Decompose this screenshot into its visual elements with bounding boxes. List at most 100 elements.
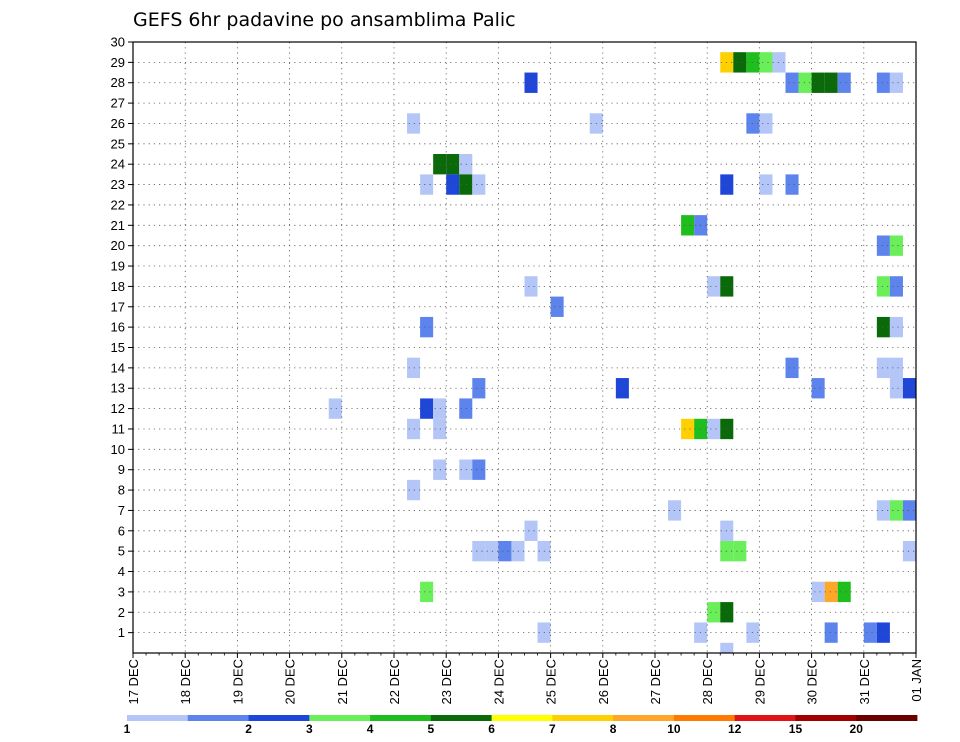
cell-3 xyxy=(759,52,773,73)
y-tick-label-18: 18 xyxy=(111,279,125,294)
cell-49 xyxy=(902,378,916,399)
cell-5 xyxy=(524,72,538,93)
cell-50 xyxy=(328,398,342,419)
y-tick-label-7: 7 xyxy=(118,503,125,518)
x-tick-label-4: 21 DEC xyxy=(335,659,350,705)
y-tick-label-3: 3 xyxy=(118,584,125,599)
cell-67 xyxy=(902,500,916,521)
y-tick-label-26: 26 xyxy=(111,116,125,131)
cell-18 xyxy=(446,154,460,175)
colorbar-swatch-11 xyxy=(795,715,857,721)
cell-16 xyxy=(759,113,773,134)
colorbar-label-2: 2 xyxy=(245,722,252,736)
colorbar-swatch-1 xyxy=(187,715,249,721)
cell-43 xyxy=(876,357,890,379)
cell-93 xyxy=(720,642,734,653)
x-tick-label-8: 25 DEC xyxy=(544,659,559,705)
cell-66 xyxy=(889,500,903,521)
cell-78 xyxy=(902,540,916,562)
chart-title: GEFS 6hr padavine po ansamblima Palic xyxy=(133,9,516,31)
x-tick-label-13: 30 DEC xyxy=(805,659,820,705)
cell-63 xyxy=(407,479,421,501)
y-tick-label-20: 20 xyxy=(111,238,125,253)
y-tick-label-27: 27 xyxy=(111,96,125,111)
colorbar-swatch-5 xyxy=(430,715,493,721)
cell-89 xyxy=(824,622,838,643)
cell-55 xyxy=(433,418,447,440)
cell-48 xyxy=(889,378,903,399)
colorbar-swatch-9 xyxy=(673,715,736,721)
colorbar-swatch-4 xyxy=(370,715,432,721)
x-ticks-layer: 17 DEC 18 DEC 19 DEC 20 DEC 21 DEC 22 DEC 23 D… xyxy=(126,653,924,705)
cell-22 xyxy=(459,174,473,195)
y-tick-label-2: 2 xyxy=(118,605,125,620)
cell-73 xyxy=(498,540,512,562)
y-tick-label-21: 21 xyxy=(111,218,125,233)
cell-31 xyxy=(524,276,538,297)
colorbar-label-7: 7 xyxy=(549,722,556,736)
cell-54 xyxy=(407,418,421,440)
x-tick-label-0: 17 DEC xyxy=(126,659,141,705)
cell-39 xyxy=(876,316,890,338)
colorbar-label-4: 4 xyxy=(367,722,374,736)
cell-30 xyxy=(889,235,903,256)
y-tick-label-29: 29 xyxy=(111,55,125,70)
cell-27 xyxy=(681,215,695,236)
x-tick-label-1: 18 DEC xyxy=(178,659,193,705)
cell-52 xyxy=(433,398,447,419)
cell-8 xyxy=(811,72,825,93)
y-tick-label-22: 22 xyxy=(111,197,125,212)
y-tick-label-6: 6 xyxy=(118,523,125,538)
cell-32 xyxy=(707,276,721,297)
x-tick-label-2: 19 DEC xyxy=(230,659,245,705)
cell-20 xyxy=(420,174,434,195)
colorbar-label-8: 8 xyxy=(610,722,617,736)
colorbar-label-12: 12 xyxy=(728,722,742,736)
x-tick-label-3: 20 DEC xyxy=(283,659,298,705)
colorbar-swatch-8 xyxy=(613,715,675,721)
y-tick-label-11: 11 xyxy=(112,421,126,436)
x-tick-label-5: 22 DEC xyxy=(387,659,402,705)
x-tick-label-9: 26 DEC xyxy=(596,659,611,705)
y-tick-label-25: 25 xyxy=(111,136,125,151)
y-tick-label-24: 24 xyxy=(111,157,125,172)
cell-41 xyxy=(407,357,421,379)
y-tick-label-9: 9 xyxy=(118,462,125,477)
cell-23 xyxy=(472,174,486,195)
x-tick-label-7: 24 DEC xyxy=(491,659,506,705)
cell-71 xyxy=(472,540,486,562)
x-tick-label-10: 27 DEC xyxy=(648,659,663,705)
cell-65 xyxy=(876,500,890,521)
cells-layer xyxy=(328,52,916,653)
colorbar-label-10: 10 xyxy=(667,722,681,736)
colorbar-swatch-10 xyxy=(734,715,796,721)
colorbar-label-3: 3 xyxy=(306,722,313,736)
cell-37 xyxy=(550,296,564,317)
cell-1 xyxy=(733,52,747,73)
colorbar-label-1: 1 xyxy=(124,722,131,736)
cell-68 xyxy=(524,520,538,541)
cell-51 xyxy=(420,398,434,419)
y-tick-label-28: 28 xyxy=(111,75,125,90)
cell-34 xyxy=(876,276,890,297)
colorbar-swatch-7 xyxy=(552,715,614,721)
cell-9 xyxy=(824,72,838,93)
cell-81 xyxy=(811,581,825,603)
x-tick-label-6: 23 DEC xyxy=(439,659,454,705)
colorbar-swatch-0 xyxy=(127,715,189,721)
cell-56 xyxy=(681,418,695,440)
y-tick-label-16: 16 xyxy=(111,320,125,335)
cell-13 xyxy=(407,113,421,134)
cell-77 xyxy=(733,540,747,562)
y-tick-label-30: 30 xyxy=(111,35,125,50)
y-tick-label-12: 12 xyxy=(111,401,125,416)
cell-90 xyxy=(863,622,877,643)
cell-91 xyxy=(876,622,890,643)
cell-82 xyxy=(824,581,838,603)
y-ticks-layer: 1234567891011121314151617181920212223242… xyxy=(111,35,133,640)
cell-61 xyxy=(459,459,473,480)
colorbar-label-20: 20 xyxy=(850,722,864,736)
y-tick-label-19: 19 xyxy=(111,259,125,274)
colorbar-swatch-6 xyxy=(491,715,553,721)
